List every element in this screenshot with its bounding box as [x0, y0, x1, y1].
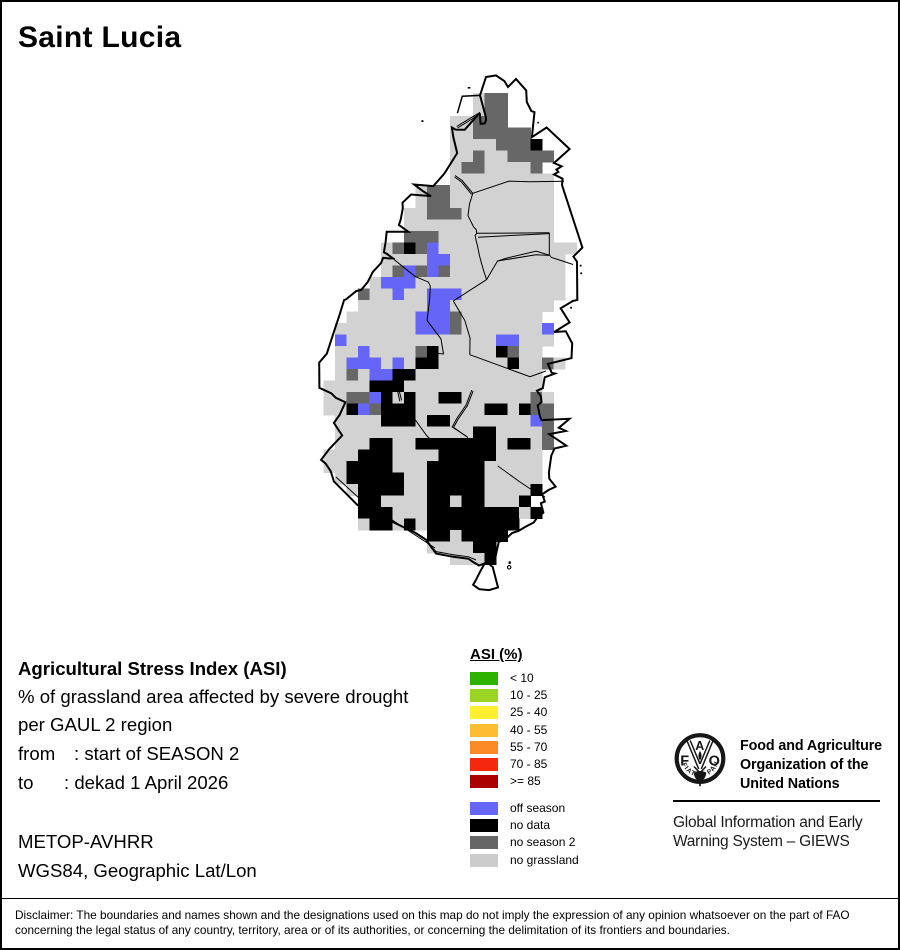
svg-text:A: A	[695, 739, 704, 753]
svg-text:O: O	[709, 754, 720, 770]
svg-text:F: F	[680, 754, 689, 770]
